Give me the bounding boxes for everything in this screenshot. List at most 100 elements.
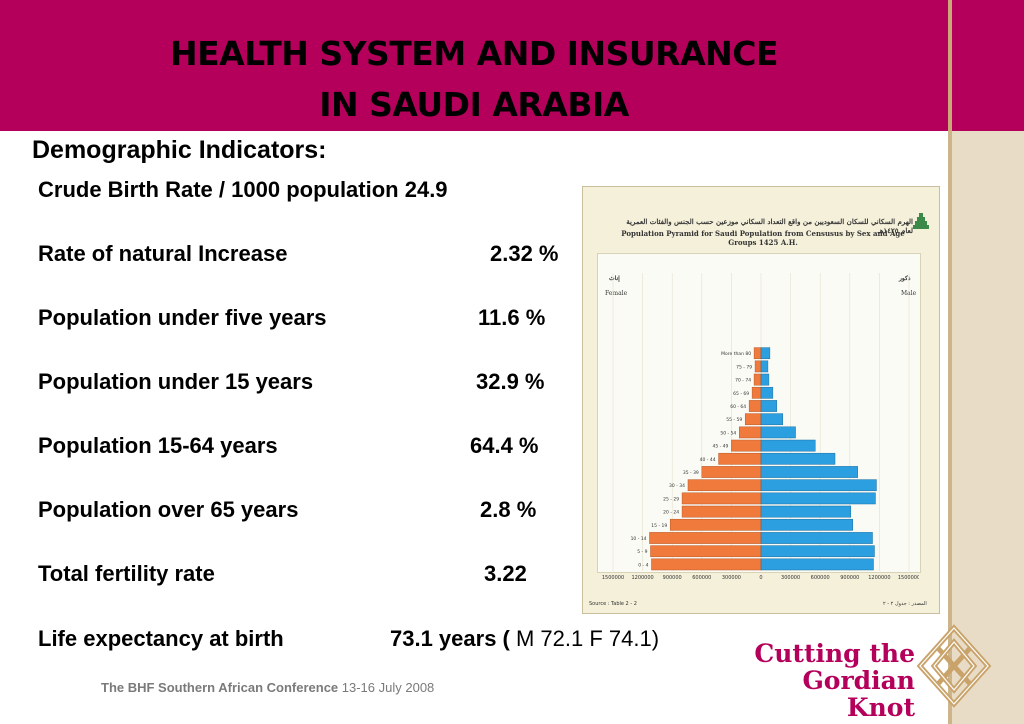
x-tick-label: 1200000 (868, 575, 890, 581)
header-band (0, 0, 948, 131)
pyramid-source-arabic: المصدر : جدول ٢ - ٢ (883, 601, 927, 607)
female-bar (651, 558, 762, 571)
indicator-value: 11.6 % (478, 305, 545, 331)
age-group-label: 70 - 74 (735, 378, 751, 384)
population-pyramid-figure: الهرم السكاني للسكان السعوديين من واقع ا… (582, 186, 940, 614)
female-bar (649, 532, 762, 544)
indicator-value: 2.8 % (480, 497, 536, 523)
age-group-label: 30 - 34 (669, 483, 685, 489)
x-tick-label: 1500000 (602, 575, 624, 581)
age-group-label: 20 - 24 (663, 510, 679, 516)
age-group-label: 35 - 39 (683, 470, 699, 476)
slide-title-line2: IN SAUDI ARABIA (319, 85, 629, 124)
indicator-value: 64.4 % (470, 433, 539, 459)
female-bar (754, 360, 762, 373)
female-bar (681, 492, 762, 505)
male-bar (760, 518, 854, 531)
male-bar (760, 558, 874, 571)
age-group-label: 55 - 59 (726, 417, 742, 423)
indicator-row: Population under 15 years 32.9 % (38, 369, 545, 395)
indicator-label: Population over 65 years (38, 497, 299, 522)
x-tick-label: 1500000 (898, 575, 919, 581)
indicator-value-main: 3.22 (484, 561, 527, 586)
age-group-label: 10 - 14 (631, 536, 647, 542)
x-tick-label: 900000 (663, 575, 682, 581)
male-bar (760, 400, 778, 412)
indicator-row: Crude Birth Rate / 1000 population 24.9 (38, 177, 448, 203)
brand-line1: Cutting the (754, 639, 915, 668)
male-bar (760, 439, 816, 452)
pyramid-source: Source : Table 2 - 2 (589, 601, 637, 607)
indicator-label: Total fertility rate (38, 561, 215, 586)
x-tick-label: 600000 (692, 575, 711, 581)
age-group-label: 50 - 54 (720, 430, 736, 436)
indicator-row: Population over 65 years 2.8 % (38, 497, 536, 523)
age-group-label: 40 - 44 (700, 457, 716, 463)
female-bar (751, 386, 762, 399)
male-bar (760, 386, 774, 399)
header-divider (948, 0, 952, 131)
brand-line2: Gordian Knot (802, 666, 915, 722)
female-bar (687, 479, 762, 492)
indicator-label: Life expectancy at birth (38, 626, 284, 651)
male-bar (760, 492, 876, 505)
slide-title: HEALTH SYSTEM AND INSURANCE IN SAUDI ARA… (0, 28, 948, 130)
header-corner (952, 0, 1024, 131)
age-group-label: 0 - 4 (638, 562, 648, 568)
female-label: Female (605, 290, 628, 297)
ministry-logo-icon (913, 213, 929, 229)
male-bar (760, 360, 769, 373)
indicator-row: Population under five years 11.6 % (38, 305, 545, 331)
indicator-label: Population 15-64 years (38, 433, 278, 458)
male-bar (760, 505, 852, 518)
female-bar (650, 545, 762, 558)
indicator-row: Rate of natural Increase 2.32 % (38, 241, 559, 267)
indicator-value-detail: M 72.1 F 74.1) (509, 626, 660, 651)
indicator-row: Total fertility rate 3.22 (38, 561, 527, 587)
slide-title-line1: HEALTH SYSTEM AND INSURANCE (169, 34, 779, 73)
pyramid-chart: 1500000 1200000 900000 600000 300000 0 300000 6… (602, 273, 919, 581)
age-group-label: 25 - 29 (663, 496, 679, 502)
male-label: Male (901, 290, 917, 297)
male-bar (760, 452, 836, 465)
side-band (948, 131, 1024, 724)
male-bar (760, 532, 873, 544)
age-group-label: 15 - 19 (651, 523, 667, 529)
brand-wordmark: Cutting the Gordian Knot (735, 640, 915, 721)
indicator-value: 2.32 % (490, 241, 559, 267)
female-bar (731, 439, 762, 452)
pyramid-title-arabic: الهرم السكاني للسكان السعوديين من واقع ا… (626, 217, 913, 235)
female-bar (739, 426, 762, 439)
x-tick-label: 1200000 (631, 575, 653, 581)
section-subtitle: Demographic Indicators: (32, 136, 327, 164)
indicator-label: Rate of natural Increase (38, 241, 288, 266)
footer-dates: 13-16 July 2008 (338, 680, 435, 695)
pyramid-title-english: Population Pyramid for Saudi Population … (621, 229, 905, 247)
gordian-knot-logo-icon (916, 624, 992, 708)
indicator-row: Population 15-64 years 64.4 % (38, 433, 539, 459)
age-group-label: 75 - 79 (736, 364, 752, 370)
male-label-arabic: ذكور (899, 275, 911, 282)
indicator-value: 3.22 (484, 561, 527, 587)
x-tick-label: 300000 (722, 575, 741, 581)
female-bar (748, 400, 762, 412)
age-group-label: 5 - 9 (637, 549, 647, 555)
male-bar (760, 479, 877, 492)
female-bar (701, 466, 762, 478)
female-bar (753, 373, 762, 386)
age-group-label: 60 - 64 (730, 404, 746, 410)
male-bar (760, 413, 783, 426)
age-group-label: 45 - 49 (712, 444, 728, 450)
female-bar (669, 518, 762, 531)
female-bar (744, 413, 762, 426)
x-tick-label: 600000 (811, 575, 830, 581)
x-tick-label: 900000 (840, 575, 859, 581)
indicator-value-main: 64.4 % (470, 433, 539, 458)
indicator-value-main: 32.9 % (476, 369, 545, 394)
indicator-value-main: 11.6 % (478, 305, 546, 330)
female-bar (753, 347, 762, 360)
indicator-label: Population under 15 years (38, 369, 314, 394)
indicator-value: 73.1 years ( M 72.1 F 74.1) (390, 626, 659, 652)
male-bar (760, 466, 858, 478)
indicator-value-main: 2.32 % (490, 241, 559, 266)
